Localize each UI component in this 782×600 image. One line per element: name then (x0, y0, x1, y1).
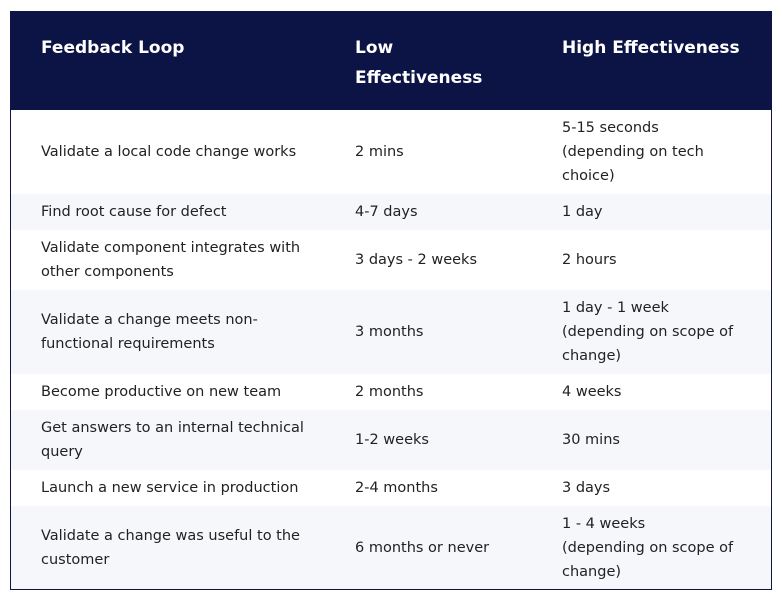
cell-text: (depending on scope of (562, 540, 734, 556)
cell-text: 6 months or never (355, 540, 490, 556)
header-high-effectiveness: High Effectiveness (532, 12, 771, 110)
cell-text: 5-15 seconds (562, 120, 659, 136)
cell-high-effectiveness: 30 mins (532, 410, 771, 470)
cell-low-effectiveness: 2 mins (325, 110, 532, 194)
cell-low-effectiveness: 3 months (325, 290, 532, 374)
cell-text: 2-4 months (355, 480, 438, 496)
cell-text: other components (41, 264, 174, 280)
header-feedback-loop: Feedback Loop (11, 12, 325, 110)
cell-low-effectiveness: 2 months (325, 374, 532, 410)
table-row: Launch a new service in production 2-4 m… (11, 470, 771, 506)
cell-feedback-loop: Launch a new service in production (11, 470, 325, 506)
cell-high-effectiveness: 1 day (532, 194, 771, 230)
table-row: Validate component integrates with other… (11, 230, 771, 290)
cell-feedback-loop: Get answers to an internal technical que… (11, 410, 325, 470)
cell-text: 4 weeks (562, 384, 622, 400)
cell-low-effectiveness: 4-7 days (325, 194, 532, 230)
cell-high-effectiveness: 5-15 seconds (depending on tech choice) (532, 110, 771, 194)
cell-feedback-loop: Become productive on new team (11, 374, 325, 410)
header-row: Feedback Loop Low Effectiveness High Eff… (11, 12, 771, 110)
header-low-line1: Low (355, 38, 394, 58)
cell-high-effectiveness: 3 days (532, 470, 771, 506)
table-row: Become productive on new team 2 months 4… (11, 374, 771, 410)
cell-text: Validate component integrates with (41, 240, 301, 256)
cell-text: Validate a change meets non- (41, 312, 258, 328)
cell-low-effectiveness: 6 months or never (325, 506, 532, 589)
cell-high-effectiveness: 2 hours (532, 230, 771, 290)
table-header: Feedback Loop Low Effectiveness High Eff… (11, 12, 771, 110)
header-feedback-loop-text: Feedback Loop (41, 38, 185, 58)
feedback-loop-table-frame: Feedback Loop Low Effectiveness High Eff… (10, 11, 772, 590)
cell-text: 1 day (562, 204, 603, 220)
cell-text: 2 hours (562, 252, 617, 268)
cell-low-effectiveness: 1-2 weeks (325, 410, 532, 470)
table-row: Validate a local code change works 2 min… (11, 110, 771, 194)
cell-feedback-loop: Find root cause for defect (11, 194, 325, 230)
table-row: Find root cause for defect 4-7 days 1 da… (11, 194, 771, 230)
cell-text: 1 - 4 weeks (562, 516, 646, 532)
cell-text: customer (41, 552, 110, 568)
cell-text: Validate a change was useful to the (41, 528, 300, 544)
cell-text: Launch a new service in production (41, 480, 299, 496)
cell-high-effectiveness: 1 - 4 weeks (depending on scope of chang… (532, 506, 771, 589)
cell-text: 2 mins (355, 144, 404, 160)
cell-feedback-loop: Validate a change meets non- functional … (11, 290, 325, 374)
cell-text: Get answers to an internal technical (41, 420, 304, 436)
cell-high-effectiveness: 4 weeks (532, 374, 771, 410)
cell-text: functional requirements (41, 336, 215, 352)
cell-text: 3 days - 2 weeks (355, 252, 477, 268)
header-low-effectiveness: Low Effectiveness (325, 12, 532, 110)
cell-text: Find root cause for defect (41, 204, 227, 220)
cell-feedback-loop: Validate component integrates with other… (11, 230, 325, 290)
cell-feedback-loop: Validate a change was useful to the cust… (11, 506, 325, 589)
cell-low-effectiveness: 3 days - 2 weeks (325, 230, 532, 290)
cell-text: 2 months (355, 384, 424, 400)
cell-text: 3 days (562, 480, 611, 496)
cell-text: 30 mins (562, 432, 620, 448)
cell-text: choice) (562, 168, 615, 184)
cell-text: change) (562, 564, 622, 580)
cell-text: (depending on tech (562, 144, 704, 160)
cell-text: Validate a local code change works (41, 144, 297, 160)
table-row: Validate a change meets non- functional … (11, 290, 771, 374)
feedback-loop-table: Feedback Loop Low Effectiveness High Eff… (11, 12, 771, 589)
table-row: Get answers to an internal technical que… (11, 410, 771, 470)
cell-low-effectiveness: 2-4 months (325, 470, 532, 506)
cell-text: query (41, 444, 83, 460)
cell-text: 4-7 days (355, 204, 418, 220)
header-high-text: High Effectiveness (562, 38, 740, 58)
table-row: Validate a change was useful to the cust… (11, 506, 771, 589)
cell-feedback-loop: Validate a local code change works (11, 110, 325, 194)
table-body: Validate a local code change works 2 min… (11, 110, 771, 589)
cell-text: 1 day - 1 week (562, 300, 669, 316)
cell-text: 1-2 weeks (355, 432, 429, 448)
cell-text: change) (562, 348, 622, 364)
header-low-line2: Effectiveness (355, 68, 483, 88)
cell-text: Become productive on new team (41, 384, 282, 400)
cell-text: 3 months (355, 324, 424, 340)
cell-high-effectiveness: 1 day - 1 week (depending on scope of ch… (532, 290, 771, 374)
cell-text: (depending on scope of (562, 324, 734, 340)
